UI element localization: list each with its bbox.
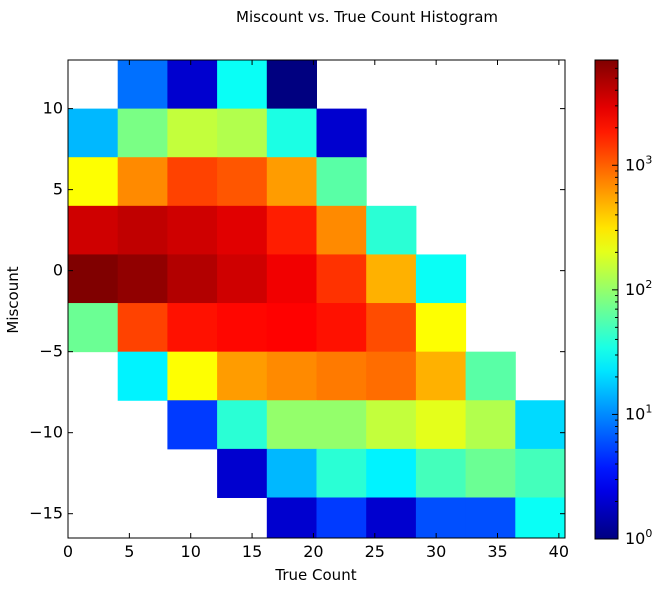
- heatmap-cell: [217, 108, 268, 158]
- x-tick-label: 5: [124, 542, 134, 561]
- heatmap-cell: [117, 254, 168, 304]
- heatmap-cell: [217, 205, 268, 255]
- heatmap-cell: [465, 400, 516, 450]
- x-tick-label: 35: [487, 542, 507, 561]
- heatmap-cells: [68, 60, 566, 539]
- heatmap-cell: [266, 351, 317, 401]
- x-tick-label: 40: [549, 542, 569, 561]
- heatmap-cell: [415, 254, 467, 304]
- heatmap-cell: [167, 351, 218, 401]
- y-tick-label: −10: [29, 423, 63, 442]
- chart-title: Miscount vs. True Count Histogram: [236, 8, 498, 26]
- x-tick-label: 10: [181, 542, 201, 561]
- colorbar-tick-label: 100: [625, 527, 652, 548]
- heatmap-cell: [316, 157, 367, 207]
- heatmap-cell: [117, 205, 168, 255]
- y-tick-label: 0: [53, 261, 63, 280]
- heatmap-cell: [217, 157, 268, 207]
- heatmap-cell: [266, 205, 317, 255]
- heatmap-cell: [415, 497, 467, 539]
- heatmap-cell: [366, 497, 417, 539]
- heatmap-cell: [217, 448, 268, 498]
- heatmap-cell: [366, 205, 417, 255]
- heatmap-cell: [266, 108, 317, 158]
- heatmap-cell: [167, 205, 218, 255]
- heatmap-cell: [465, 351, 516, 401]
- x-tick-label: 25: [365, 542, 385, 561]
- y-tick-label: 10: [43, 99, 63, 118]
- heatmap-cell: [167, 157, 218, 207]
- heatmap-cell: [316, 400, 367, 450]
- plot-frame: [67, 59, 566, 539]
- colorbar-tick-label: 102: [625, 278, 652, 299]
- y-tick-label: −5: [39, 342, 63, 361]
- colorbar-tick-label: 101: [625, 402, 652, 423]
- heatmap-cell: [68, 205, 119, 255]
- heatmap-cell: [117, 303, 168, 353]
- heatmap-cell: [217, 60, 268, 110]
- y-axis-ticks: 10 5 0 −5 −10 −15: [29, 99, 565, 523]
- heatmap-cell: [316, 254, 367, 304]
- heatmap-cell: [366, 400, 417, 450]
- heatmap-cell: [117, 108, 168, 158]
- x-tick-label: 20: [303, 542, 323, 561]
- x-axis-label: True Count: [274, 566, 356, 584]
- x-tick-label: 30: [426, 542, 446, 561]
- heatmap-cell: [68, 157, 119, 207]
- heatmap-cell: [515, 497, 566, 539]
- heatmap-cell: [366, 254, 417, 304]
- heatmap-cell: [217, 351, 268, 401]
- heatmap-cell: [366, 303, 417, 353]
- heatmap-cell: [316, 303, 367, 353]
- heatmap-cell: [117, 157, 168, 207]
- heatmap-cell: [415, 351, 467, 401]
- heatmap-cell: [167, 254, 218, 304]
- heatmap-cell: [366, 448, 417, 498]
- heatmap-cell: [217, 400, 268, 450]
- y-axis-label: Miscount: [4, 266, 22, 333]
- x-tick-label: 15: [242, 542, 262, 561]
- heatmap-cell: [266, 60, 317, 110]
- heatmap-cell: [167, 108, 218, 158]
- heatmap-cell: [465, 497, 516, 539]
- heatmap-cell: [68, 303, 119, 353]
- heatmap-cell: [266, 157, 317, 207]
- x-axis-ticks: 0 5 10 15 20 25 30 35 40: [63, 60, 569, 561]
- colorbar-ticks: 100 101 102 103: [612, 59, 652, 548]
- heatmap-cell: [68, 108, 119, 158]
- heatmap-cell: [316, 108, 367, 158]
- heatmap-cell: [465, 448, 516, 498]
- x-tick-label: 0: [63, 542, 73, 561]
- heatmap-cell: [366, 351, 417, 401]
- heatmap-cell: [515, 448, 566, 498]
- heatmap-cell: [316, 497, 367, 539]
- heatmap-cell: [117, 60, 168, 110]
- heatmap-cell: [316, 205, 367, 255]
- heatmap-cell: [266, 497, 317, 539]
- heatmap-cell: [217, 254, 268, 304]
- heatmap-cell: [415, 303, 467, 353]
- heatmap-cell: [266, 448, 317, 498]
- heatmap-cell: [415, 448, 467, 498]
- y-tick-label: 5: [53, 180, 63, 199]
- colorbar-tick-label: 103: [625, 153, 652, 174]
- heatmap-cell: [217, 303, 268, 353]
- heatmap-cell: [167, 60, 218, 110]
- heatmap-cell: [117, 351, 168, 401]
- heatmap-cell: [68, 254, 119, 304]
- heatmap-cell: [316, 448, 367, 498]
- heatmap-cell: [167, 400, 218, 450]
- y-tick-label: −15: [29, 504, 63, 523]
- heatmap-cell: [167, 303, 218, 353]
- heatmap-cell: [515, 400, 566, 450]
- colorbar: [594, 59, 619, 540]
- heatmap-cell: [266, 400, 317, 450]
- heatmap-cell: [266, 303, 317, 353]
- heatmap-cell: [266, 254, 317, 304]
- heatmap-cell: [316, 351, 367, 401]
- heatmap-cell: [415, 400, 467, 450]
